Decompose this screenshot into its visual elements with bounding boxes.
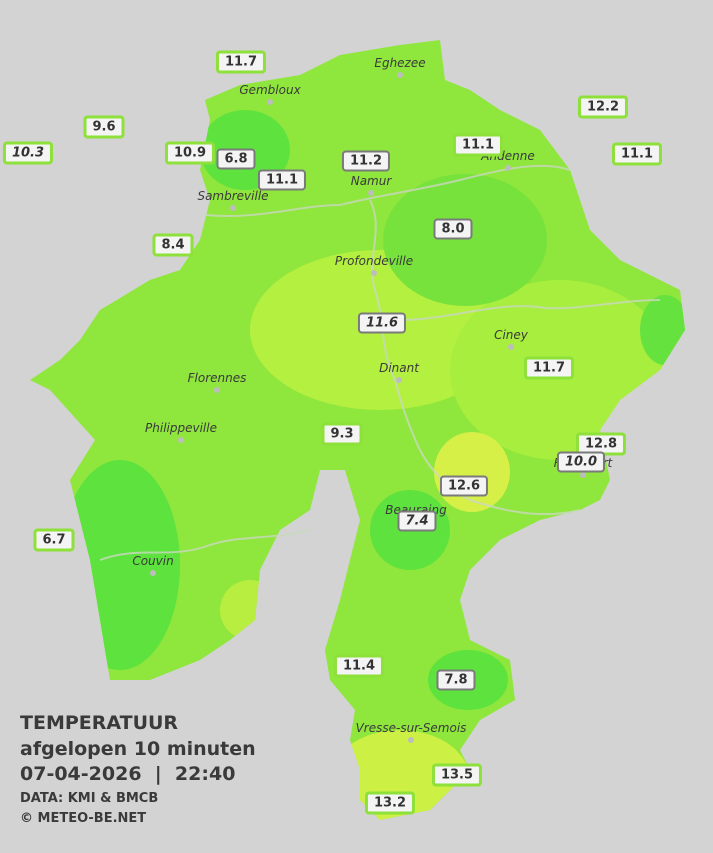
- station-value: 11.6: [357, 312, 407, 334]
- station-value: 12.2: [577, 95, 629, 119]
- city-dot: [580, 472, 586, 478]
- copyright: © METEO-BE.NET: [20, 811, 147, 826]
- subtitle: afgelopen 10 minuten: [20, 738, 256, 760]
- station-value: 6.7: [33, 528, 75, 552]
- city-dot: [368, 190, 374, 196]
- station-value: 9.3: [321, 422, 363, 446]
- city-label: Dinant: [379, 361, 419, 375]
- station-value: 11.1: [611, 142, 663, 166]
- station-value: 11.2: [341, 150, 391, 172]
- city-dot: [397, 72, 403, 78]
- station-value: 10.9: [164, 141, 216, 165]
- city-label: Sambreville: [197, 189, 269, 203]
- city-dot: [396, 377, 402, 383]
- station-value: 10.0: [556, 451, 606, 473]
- station-value: 8.4: [152, 233, 194, 257]
- rivers: [99, 164, 661, 561]
- city-label: Florennes: [187, 371, 247, 385]
- station-value: 13.5: [431, 763, 483, 787]
- city-dot: [178, 437, 184, 443]
- station-value: 11.4: [333, 654, 385, 678]
- city-dot: [408, 737, 414, 743]
- city-label: Philippeville: [145, 421, 217, 435]
- station-value: 12.6: [439, 475, 489, 497]
- station-value: 11.1: [452, 133, 504, 157]
- station-value: 10.3: [2, 141, 54, 165]
- station-value: 11.7: [523, 356, 575, 380]
- city-dot: [214, 387, 220, 393]
- datetime: 07-04-2026 | 22:40: [20, 763, 236, 785]
- station-value: 7.4: [397, 510, 437, 532]
- city-label: Vresse-sur-Semois: [355, 721, 467, 735]
- city-dot: [150, 570, 156, 576]
- station-value: 8.0: [433, 218, 473, 240]
- station-value: 11.7: [215, 50, 267, 74]
- city-label: Profondeville: [334, 254, 414, 268]
- city-label: Ciney: [494, 328, 528, 342]
- station-value: 11.1: [257, 169, 307, 191]
- city-label: Couvin: [132, 554, 174, 568]
- city-label: Namur: [350, 174, 392, 188]
- source: DATA: KMI & BMCB: [20, 791, 159, 806]
- city-label: Gembloux: [239, 83, 301, 97]
- city-dot: [508, 344, 514, 350]
- station-value: 7.8: [436, 669, 476, 691]
- city-dot: [230, 205, 236, 211]
- station-value: 13.2: [364, 791, 416, 815]
- city-label: Eghezee: [374, 56, 426, 70]
- city-dot: [371, 270, 377, 276]
- title: TEMPERATUUR: [20, 712, 179, 734]
- city-dot: [505, 165, 511, 171]
- station-value: 6.8: [216, 148, 256, 170]
- city-dot: [267, 99, 273, 105]
- station-value: 9.6: [83, 115, 125, 139]
